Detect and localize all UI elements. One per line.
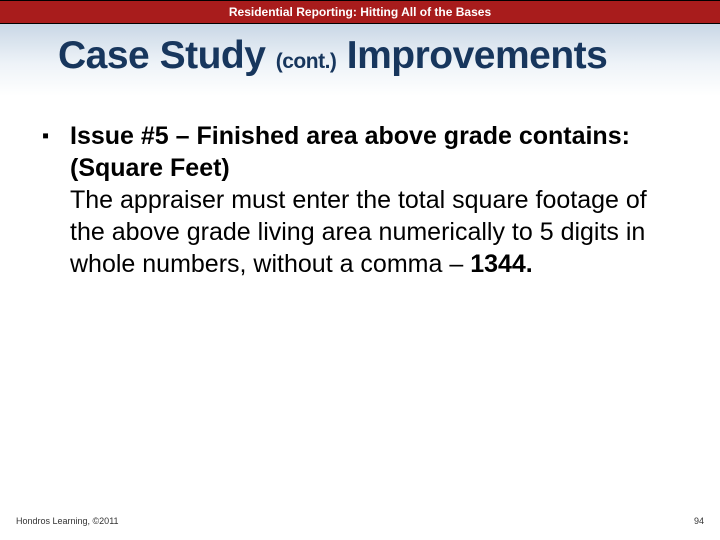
bullet-body-text: The appraiser must enter the total squar…	[70, 184, 678, 280]
header-bar: Residential Reporting: Hitting All of th…	[0, 0, 720, 24]
page-number: 94	[694, 516, 704, 532]
title-region: Case Study (cont.) Improvements	[0, 24, 720, 96]
slide-title: Case Study (cont.) Improvements	[58, 34, 607, 78]
bullet-item: ▪ Issue #5 – Finished area above grade c…	[42, 120, 678, 184]
slide-title-main-b: Improvements	[347, 34, 608, 77]
emphasis-number: 1344.	[470, 250, 533, 278]
slide-title-cont: (cont.)	[276, 50, 337, 73]
bullet-lead: Issue #5 – Finished area above grade con…	[70, 120, 678, 184]
footer-copyright: Hondros Learning, ©2011	[16, 516, 119, 532]
issue-label: Issue #5 – Finished area above grade con…	[70, 122, 630, 182]
body-sentence: The appraiser must enter the total squar…	[70, 186, 647, 278]
footer: Hondros Learning, ©2011 94	[0, 516, 720, 532]
bullet-marker-icon: ▪	[42, 120, 70, 152]
slide-title-main-a: Case Study	[58, 34, 265, 77]
content-region: ▪ Issue #5 – Finished area above grade c…	[0, 96, 720, 280]
header-title: Residential Reporting: Hitting All of th…	[229, 5, 491, 19]
